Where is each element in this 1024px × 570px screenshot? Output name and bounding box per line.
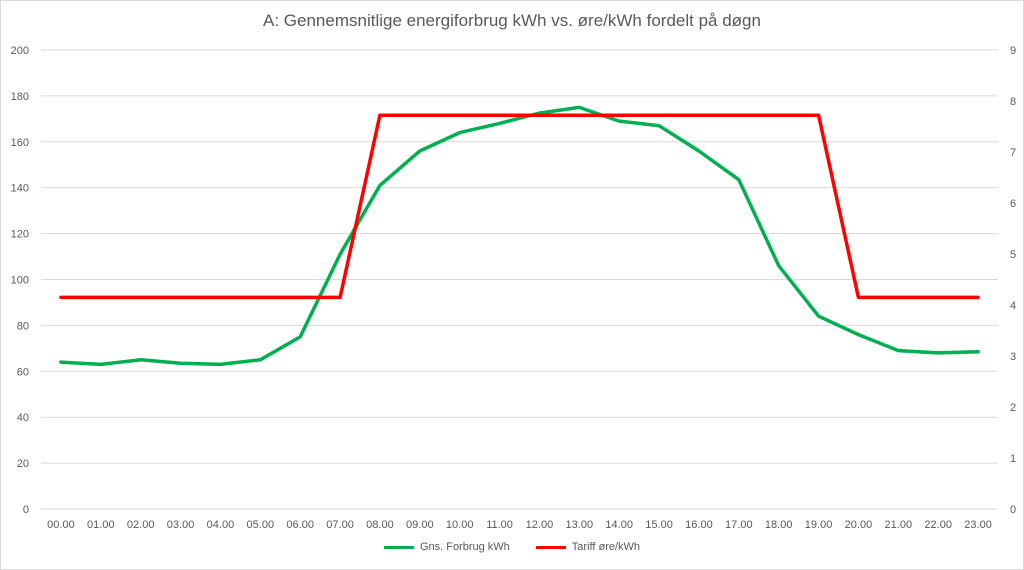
x-tick-label: 21.00 — [885, 519, 913, 531]
y-left-tick-label: 60 — [17, 366, 29, 378]
x-tick-label: 15.00 — [645, 519, 673, 531]
y-right-tick-label: 1 — [1010, 453, 1016, 465]
x-tick-label: 17.00 — [725, 519, 753, 531]
x-tick-label: 18.00 — [765, 519, 793, 531]
y-left-tick-label: 100 — [11, 275, 29, 287]
x-tick-label: 05.00 — [247, 519, 275, 531]
x-tick-label: 06.00 — [286, 519, 314, 531]
legend-swatch-consumption — [383, 545, 414, 549]
x-tick-label: 08.00 — [366, 519, 394, 531]
x-tick-label: 10.00 — [446, 519, 474, 531]
y-left-tick-label: 120 — [11, 229, 29, 241]
y-left-tick-label: 20 — [17, 458, 29, 470]
legend-label-tariff: Tariff øre/kWh — [571, 541, 641, 553]
x-tick-label: 23.00 — [964, 519, 992, 531]
y-right-tick-label: 0 — [1010, 504, 1016, 516]
y-left-tick-label: 40 — [17, 412, 29, 424]
x-tick-label: 20.00 — [845, 519, 873, 531]
x-tick-label: 13.00 — [566, 519, 594, 531]
y-left-tick-label: 200 — [11, 45, 29, 57]
x-tick-label: 00.00 — [47, 519, 75, 531]
y-left-tick-label: 0 — [23, 504, 29, 516]
y-left-tick-label: 160 — [11, 137, 29, 149]
x-tick-label: 07.00 — [326, 519, 354, 531]
y-left-tick-label: 140 — [11, 183, 29, 195]
chart-title: A: Gennemsnitlige energiforbrug kWh vs. … — [263, 11, 761, 30]
x-tick-label: 12.00 — [526, 519, 554, 531]
x-tick-label: 09.00 — [406, 519, 434, 531]
legend-item-consumption: Gns. Forbrug kWh — [383, 541, 510, 553]
legend: Gns. Forbrug kWh Tariff øre/kWh — [1, 541, 1023, 553]
y-right-tick-label: 8 — [1010, 96, 1016, 108]
x-tick-label: 11.00 — [486, 519, 513, 531]
x-tick-label: 04.00 — [207, 519, 235, 531]
series-line-tariff — [59, 113, 980, 300]
x-tick-label: 22.00 — [924, 519, 952, 531]
y-right-tick-label: 9 — [1010, 45, 1016, 57]
y-right-tick-label: 7 — [1010, 147, 1016, 159]
x-tick-label: 14.00 — [605, 519, 633, 531]
legend-swatch-tariff — [535, 545, 566, 549]
x-tick-label: 16.00 — [685, 519, 713, 531]
y-right-tick-label: 4 — [1010, 300, 1016, 312]
series-line-consumption — [59, 105, 980, 367]
x-tick-label: 19.00 — [805, 519, 833, 531]
y-right-tick-label: 2 — [1010, 402, 1016, 414]
y-left-tick-label: 80 — [17, 320, 29, 332]
y-left-tick-label: 180 — [11, 91, 29, 103]
legend-item-tariff: Tariff øre/kWh — [535, 541, 641, 553]
y-right-tick-label: 5 — [1010, 249, 1016, 261]
y-right-tick-label: 6 — [1010, 198, 1016, 210]
x-tick-label: 02.00 — [127, 519, 155, 531]
y-right-tick-label: 3 — [1010, 351, 1016, 363]
legend-label-consumption: Gns. Forbrug kWh — [419, 541, 510, 553]
x-tick-label: 01.00 — [87, 519, 115, 531]
x-tick-label: 03.00 — [167, 519, 195, 531]
